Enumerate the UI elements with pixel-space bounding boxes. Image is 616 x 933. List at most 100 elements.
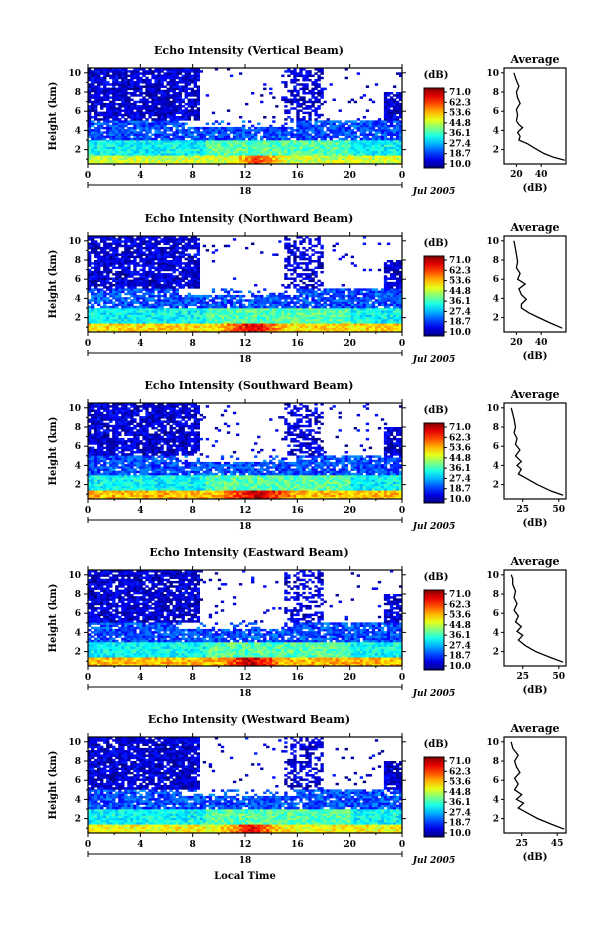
colorbar-label: 44.8: [449, 119, 471, 129]
heatmap-cell: [342, 155, 345, 157]
heatmap-cell: [269, 125, 272, 127]
heatmap-cell: [142, 284, 145, 286]
heatmap-cell: [163, 101, 166, 103]
heatmap-cell: [109, 112, 112, 114]
heatmap-cell: [314, 127, 317, 129]
heatmap-cell: [145, 299, 148, 301]
heatmap-cell: [103, 297, 106, 299]
heatmap-cell: [293, 157, 296, 159]
heatmap-cell: [197, 323, 200, 325]
heatmap-cell: [393, 328, 396, 330]
heatmap-cell: [121, 286, 124, 288]
heatmap-cell: [121, 105, 124, 107]
heatmap-cell: [130, 325, 133, 327]
heatmap-cell: [194, 286, 197, 288]
heatmap-cell: [191, 157, 194, 159]
heatmap-cell: [381, 301, 384, 303]
heatmap-cell: [136, 79, 139, 81]
heatmap-cell: [127, 96, 130, 98]
heatmap-cell: [236, 328, 239, 330]
heatmap-cell: [109, 295, 112, 297]
heatmap-cell: [209, 310, 212, 312]
heatmap-cell: [263, 297, 266, 299]
heatmap-cell: [360, 328, 363, 330]
heatmap-cell: [287, 301, 290, 303]
heatmap-cell: [160, 153, 163, 155]
heatmap-cell: [215, 306, 218, 308]
heatmap-cell: [396, 94, 399, 96]
heatmap-cell: [103, 120, 106, 122]
heatmap-cell: [148, 323, 151, 325]
heatmap-cell: [173, 79, 176, 81]
heatmap-cell: [151, 83, 154, 85]
heatmap-cell: [209, 312, 212, 314]
heatmap-cell: [136, 72, 139, 74]
heatmap-cell: [127, 129, 130, 131]
heatmap-cell: [182, 306, 185, 308]
heatmap-cell: [160, 308, 163, 310]
colorbar-unit: (dB): [424, 70, 449, 81]
heatmap-cell: [118, 114, 121, 116]
heatmap-cell: [212, 317, 215, 319]
heatmap-cell: [305, 147, 308, 149]
heatmap-cell: [197, 315, 200, 317]
heatmap-cell: [330, 153, 333, 155]
heatmap-cell: [194, 116, 197, 118]
heatmap-cell: [148, 72, 151, 74]
heatmap-cell: [130, 107, 133, 109]
heatmap-cell: [354, 155, 357, 157]
heatmap-cell: [348, 131, 351, 133]
heatmap-cell: [320, 72, 323, 74]
heatmap-cell: [284, 85, 287, 87]
heatmap-cell: [251, 312, 254, 314]
heatmap-cell: [209, 317, 212, 319]
heatmap-cell: [339, 315, 342, 317]
heatmap-cell: [251, 315, 254, 317]
heatmap-cell: [242, 144, 245, 146]
heatmap-cell: [112, 321, 115, 323]
heatmap-cell: [324, 319, 327, 321]
heatmap-cell: [151, 308, 154, 310]
heatmap-cell: [239, 310, 242, 312]
heatmap-cell: [194, 149, 197, 151]
heatmap-cell: [363, 147, 366, 149]
heatmap-cell: [170, 328, 173, 330]
heatmap-cell: [324, 291, 327, 293]
heatmap-cell: [281, 155, 284, 157]
heatmap-cell: [173, 147, 176, 149]
heatmap-cell: [170, 103, 173, 105]
heatmap-cell: [167, 149, 170, 151]
heatmap-cell: [281, 144, 284, 146]
heatmap-cell: [381, 142, 384, 144]
heatmap-cell: [296, 319, 299, 321]
heatmap-cell: [348, 127, 351, 129]
heatmap-cell: [266, 153, 269, 155]
heatmap-cell: [305, 315, 308, 317]
heatmap-cell: [275, 160, 278, 162]
heatmap-cell: [233, 321, 236, 323]
heatmap-cell: [109, 312, 112, 314]
heatmap-cell: [112, 105, 115, 107]
heatmap-cell: [387, 147, 390, 149]
heatmap-cell: [182, 81, 185, 83]
heatmap-cell: [384, 325, 387, 327]
heatmap-cell: [170, 297, 173, 299]
heatmap-cell: [357, 291, 360, 293]
heatmap-cell: [260, 310, 263, 312]
heatmap-cell: [342, 160, 345, 162]
heatmap-cell: [387, 107, 390, 109]
heatmap-cell: [299, 304, 302, 306]
heatmap-cell: [330, 328, 333, 330]
heatmap-cell: [342, 317, 345, 319]
heatmap-cell: [179, 70, 182, 72]
heatmap-cell: [185, 116, 188, 118]
heatmap-cell: [157, 85, 160, 87]
heatmap-cell: [173, 321, 176, 323]
heatmap-cell: [327, 299, 330, 301]
heatmap-cell: [302, 286, 305, 288]
heatmap-cell: [179, 299, 182, 301]
heatmap-cell: [106, 103, 109, 105]
heatmap-cell: [396, 96, 399, 98]
heatmap-cell: [333, 133, 336, 135]
heatmap-cell: [345, 136, 348, 138]
